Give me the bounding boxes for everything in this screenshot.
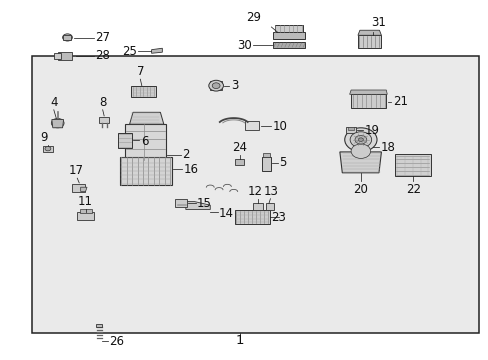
Circle shape: [212, 83, 220, 89]
Bar: [175, 199, 187, 207]
Bar: [54, 53, 61, 59]
Circle shape: [354, 135, 366, 144]
Circle shape: [350, 144, 370, 158]
Text: 26: 26: [109, 335, 124, 348]
Circle shape: [349, 132, 371, 148]
Bar: [253, 203, 263, 210]
Bar: [272, 42, 304, 48]
Bar: [62, 35, 71, 40]
Text: 5: 5: [279, 156, 286, 169]
Text: 20: 20: [353, 183, 367, 195]
Text: 14: 14: [219, 207, 234, 220]
Text: 2: 2: [182, 148, 189, 161]
Bar: [72, 184, 84, 192]
Bar: [120, 157, 171, 185]
Bar: [265, 203, 274, 210]
Circle shape: [45, 147, 51, 151]
Bar: [80, 209, 92, 213]
Polygon shape: [129, 112, 163, 124]
Text: 4: 4: [50, 96, 58, 109]
Bar: [357, 35, 381, 48]
Text: 10: 10: [272, 120, 287, 132]
Text: 17: 17: [68, 164, 83, 177]
Bar: [234, 159, 244, 165]
Text: 12: 12: [247, 185, 262, 198]
Bar: [118, 133, 132, 148]
Text: 24: 24: [232, 141, 246, 154]
Bar: [42, 146, 53, 152]
Polygon shape: [210, 81, 222, 90]
Bar: [124, 124, 166, 160]
Text: 16: 16: [183, 163, 198, 176]
Bar: [274, 25, 303, 32]
Text: 31: 31: [371, 16, 386, 29]
Polygon shape: [81, 187, 87, 192]
Bar: [32, 56, 478, 333]
Bar: [58, 52, 72, 60]
Text: 18: 18: [380, 141, 394, 154]
Text: 19: 19: [364, 124, 379, 137]
Text: 21: 21: [392, 95, 407, 108]
Polygon shape: [357, 30, 381, 35]
Bar: [346, 127, 355, 133]
Text: 11: 11: [78, 195, 93, 208]
Text: 13: 13: [264, 185, 278, 198]
Bar: [394, 154, 430, 176]
Circle shape: [51, 118, 64, 128]
Polygon shape: [185, 202, 210, 210]
Text: 22: 22: [405, 183, 420, 195]
Polygon shape: [52, 120, 63, 128]
Bar: [261, 157, 271, 171]
Text: 3: 3: [230, 79, 238, 92]
Bar: [262, 153, 270, 157]
Circle shape: [61, 53, 69, 59]
Text: 15: 15: [197, 197, 211, 210]
Circle shape: [344, 128, 376, 152]
Bar: [77, 212, 94, 220]
Text: 23: 23: [271, 211, 285, 224]
Polygon shape: [131, 86, 155, 97]
Polygon shape: [350, 94, 386, 108]
Text: 27: 27: [95, 31, 110, 44]
Circle shape: [208, 80, 223, 91]
Text: 25: 25: [122, 45, 137, 58]
Circle shape: [62, 34, 72, 41]
Text: 7: 7: [136, 65, 144, 78]
Polygon shape: [151, 48, 162, 53]
Polygon shape: [339, 152, 381, 173]
Text: 29: 29: [246, 11, 261, 24]
Circle shape: [358, 138, 363, 141]
Bar: [245, 121, 259, 130]
Text: 1: 1: [235, 334, 244, 347]
Text: 8: 8: [99, 96, 106, 109]
Bar: [234, 210, 269, 224]
Bar: [96, 324, 102, 327]
Bar: [99, 117, 109, 123]
Bar: [272, 32, 304, 39]
Text: 30: 30: [237, 39, 251, 52]
Text: 28: 28: [95, 49, 110, 62]
Polygon shape: [349, 90, 386, 94]
Bar: [347, 127, 353, 130]
Text: 6: 6: [141, 135, 148, 148]
Text: 9: 9: [40, 131, 48, 144]
